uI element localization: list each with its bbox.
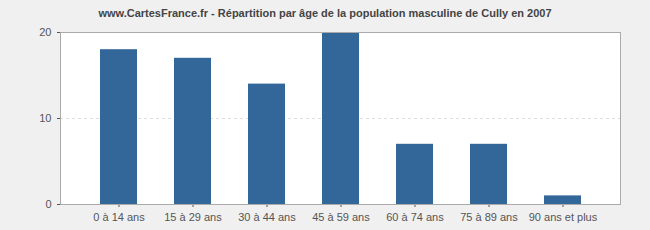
svg-text:75 à 89 ans: 75 à 89 ans	[460, 211, 518, 223]
svg-text:0 à 14 ans: 0 à 14 ans	[93, 211, 145, 223]
svg-text:20: 20	[39, 26, 51, 38]
svg-text:60 à 74 ans: 60 à 74 ans	[386, 211, 444, 223]
svg-text:10: 10	[39, 112, 51, 124]
svg-text:0: 0	[45, 198, 51, 210]
svg-text:90 ans et plus: 90 ans et plus	[529, 211, 598, 223]
svg-text:45 à 59 ans: 45 à 59 ans	[312, 211, 370, 223]
svg-text:30 à 44 ans: 30 à 44 ans	[238, 211, 296, 223]
html-text:www.CartesFrance.fr - Répartit: www.CartesFrance.fr - Répartition par âg…	[98, 7, 552, 19]
svg-text:15 à 29 ans: 15 à 29 ans	[164, 211, 222, 223]
